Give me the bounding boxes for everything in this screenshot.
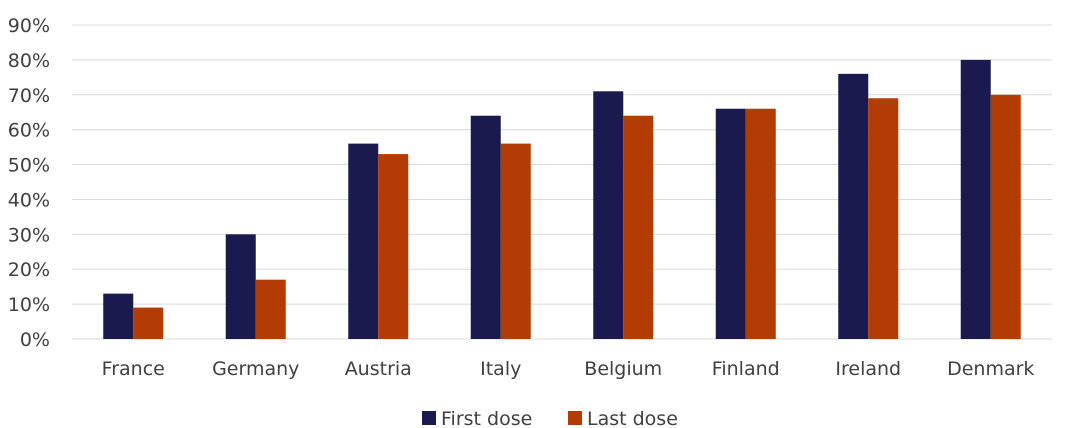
x-category-label: Finland — [712, 358, 780, 380]
bar-last-dose-denmark — [990, 94, 1021, 340]
bar-first-dose-ireland — [838, 73, 869, 339]
x-category-label: Denmark — [947, 358, 1034, 380]
y-tick-label: 60% — [8, 120, 50, 142]
bar-last-dose-belgium — [623, 115, 654, 339]
bar-first-dose-france — [103, 293, 134, 339]
y-tick-label: 70% — [8, 85, 50, 107]
y-tick-label: 20% — [8, 259, 50, 281]
legend-label-last-dose: Last dose — [587, 408, 678, 428]
y-tick-label: 80% — [8, 50, 50, 72]
bar-last-dose-finland — [745, 108, 776, 339]
legend-swatch-first-dose — [422, 411, 436, 425]
y-tick-label: 40% — [8, 189, 50, 211]
bar-first-dose-denmark — [960, 59, 991, 340]
bar-first-dose-austria — [348, 143, 379, 339]
legend-label-first-dose: First dose — [441, 408, 532, 428]
bar-last-dose-france — [133, 307, 164, 339]
bar-last-dose-italy — [500, 143, 531, 339]
x-category-label: Austria — [345, 358, 412, 380]
bar-first-dose-germany — [225, 234, 256, 339]
x-category-label: Belgium — [584, 358, 662, 380]
y-axis-tick-labels: 0% 10% 20% 30% 40% 50% 60% 70% 80% 90% — [8, 15, 50, 351]
bar-first-dose-italy — [470, 115, 501, 339]
bar-last-dose-austria — [378, 154, 409, 339]
bars — [103, 59, 1021, 340]
bar-first-dose-belgium — [593, 91, 624, 340]
y-tick-label: 50% — [8, 155, 50, 177]
x-category-label: Italy — [480, 358, 521, 380]
bar-last-dose-ireland — [868, 98, 899, 340]
x-axis-category-labels: France Germany Austria Italy Belgium Finland I… — [102, 358, 1035, 380]
x-category-label: Germany — [212, 358, 299, 380]
y-tick-label: 10% — [8, 294, 50, 316]
legend-swatch-last-dose — [568, 411, 582, 425]
x-category-label: Ireland — [835, 358, 901, 380]
bar-last-dose-germany — [255, 279, 286, 339]
y-tick-label: 30% — [8, 224, 50, 246]
bar-first-dose-finland — [715, 108, 746, 339]
gridlines — [72, 24, 1052, 340]
y-tick-label: 90% — [8, 15, 50, 37]
legend: First dose Last dose — [422, 408, 678, 428]
x-category-label: France — [102, 358, 165, 380]
y-tick-label: 0% — [20, 329, 50, 351]
